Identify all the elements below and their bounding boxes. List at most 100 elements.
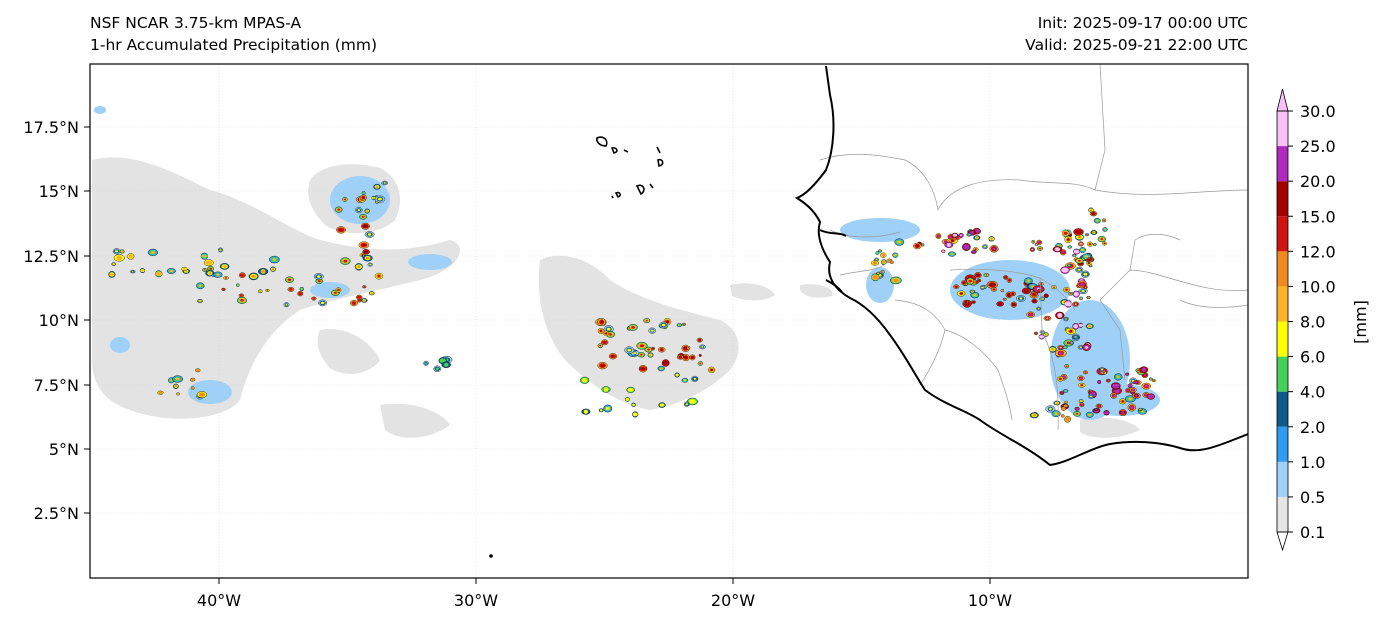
precip-cell bbox=[1100, 368, 1104, 371]
precip-cell bbox=[603, 341, 606, 344]
precip-cell bbox=[377, 197, 383, 201]
precip-cell bbox=[611, 355, 615, 358]
precip-cell bbox=[357, 209, 360, 212]
map-title-variable: 1-hr Accumulated Precipitation (mm) bbox=[90, 36, 377, 54]
precip-cell bbox=[1135, 394, 1138, 397]
precip-cell bbox=[1031, 248, 1034, 251]
precip-cell bbox=[605, 407, 610, 410]
precip-cell bbox=[1131, 389, 1135, 391]
precip-cell bbox=[875, 259, 878, 261]
lon-label-40w: 40°W bbox=[197, 591, 241, 610]
precip-cell bbox=[946, 242, 952, 247]
precip-cell bbox=[599, 329, 603, 333]
lat-label-12-5n: 12.5°N bbox=[23, 247, 79, 266]
precip-cell bbox=[1080, 400, 1083, 402]
precip-cell bbox=[383, 182, 386, 184]
precip-cell bbox=[363, 224, 368, 228]
precip-cell bbox=[1096, 219, 1099, 222]
precip-cell bbox=[197, 369, 199, 371]
precip-cell bbox=[316, 275, 321, 278]
precip-cell bbox=[701, 346, 704, 348]
precip-cell bbox=[699, 354, 701, 356]
precip-cell bbox=[1121, 411, 1125, 414]
precip-cell bbox=[157, 272, 161, 276]
country-borders bbox=[819, 64, 1248, 431]
precip-cell bbox=[1065, 365, 1068, 367]
precip-cell bbox=[1088, 325, 1092, 328]
precip-cell bbox=[690, 400, 695, 403]
precip-cell bbox=[968, 279, 973, 283]
colorbar-swatch bbox=[1277, 111, 1288, 147]
precip-cell bbox=[1061, 251, 1065, 254]
precip-cell bbox=[1141, 368, 1146, 372]
precip-cell bbox=[652, 348, 654, 350]
precip-cell bbox=[661, 323, 666, 327]
precip-cell bbox=[687, 347, 690, 349]
lat-label-15n: 15°N bbox=[39, 182, 79, 201]
precip-cell bbox=[1098, 405, 1100, 407]
precip-cell bbox=[110, 273, 114, 276]
precip-cell bbox=[177, 393, 179, 395]
precip-cell bbox=[1080, 297, 1082, 299]
precip-cell bbox=[1065, 401, 1067, 403]
lon-label-10w: 10°W bbox=[968, 591, 1012, 610]
precip-cell bbox=[320, 301, 325, 305]
colorbar-swatch bbox=[1277, 251, 1288, 287]
precip-cell bbox=[1055, 248, 1059, 251]
precip-cell bbox=[1084, 346, 1089, 349]
precip-cell bbox=[184, 270, 188, 273]
precip-cell bbox=[159, 392, 162, 394]
map-frame bbox=[89, 63, 1249, 579]
precip-cell bbox=[377, 274, 381, 278]
precip-cell bbox=[631, 326, 635, 329]
precip-cell bbox=[361, 196, 365, 199]
gridlines bbox=[90, 64, 1248, 578]
precip-cell bbox=[1065, 288, 1068, 291]
precip-cell bbox=[600, 409, 603, 411]
precip-cell bbox=[942, 250, 945, 252]
precip-cell bbox=[976, 281, 978, 283]
precip-cell bbox=[1059, 346, 1062, 349]
precip-cell bbox=[973, 293, 977, 297]
precip-cell bbox=[362, 192, 365, 194]
init-time-label: Init: 2025-09-17 00:00 UTC bbox=[1037, 14, 1248, 32]
precip-cell bbox=[978, 280, 980, 282]
precip-cell bbox=[1088, 243, 1092, 246]
lat-label-7-5n: 7.5°N bbox=[34, 376, 79, 395]
precip-cell bbox=[362, 243, 366, 247]
lat-label-5n: 5°N bbox=[49, 440, 79, 459]
precip-cell bbox=[1060, 392, 1063, 394]
precip-cell bbox=[1025, 289, 1028, 293]
precip-cell bbox=[444, 363, 448, 366]
precip-cell bbox=[922, 244, 924, 246]
precip-cell bbox=[1077, 235, 1082, 239]
precip-cell bbox=[425, 362, 427, 365]
precip-cell bbox=[894, 279, 898, 282]
precip-cell bbox=[271, 268, 275, 271]
trace-precip-areas bbox=[92, 157, 1140, 438]
precip-cell bbox=[343, 198, 347, 201]
precip-cell bbox=[203, 269, 206, 271]
precip-cell bbox=[337, 289, 340, 291]
colorbar-swatch bbox=[1277, 286, 1288, 322]
lat-label-2-5n: 2.5°N bbox=[34, 504, 79, 523]
precip-cell bbox=[1089, 395, 1093, 398]
precip-cell bbox=[975, 236, 978, 239]
precip-cell bbox=[1055, 402, 1059, 404]
precip-cell bbox=[1141, 410, 1144, 413]
precip-cell bbox=[435, 367, 439, 370]
precip-cell bbox=[600, 364, 605, 367]
precip-cell bbox=[683, 323, 685, 325]
precip-cell bbox=[343, 259, 348, 263]
precip-cell bbox=[1058, 351, 1063, 355]
precip-cell bbox=[950, 239, 955, 242]
precip-cell bbox=[1032, 414, 1037, 417]
precip-cell bbox=[1139, 408, 1142, 410]
precip-cell bbox=[1019, 297, 1023, 300]
precip-cell bbox=[1012, 303, 1016, 306]
precip-cell bbox=[1129, 406, 1134, 409]
precip-cell bbox=[649, 354, 652, 356]
precip-cell bbox=[1137, 369, 1140, 372]
precip-cell bbox=[1007, 293, 1011, 297]
